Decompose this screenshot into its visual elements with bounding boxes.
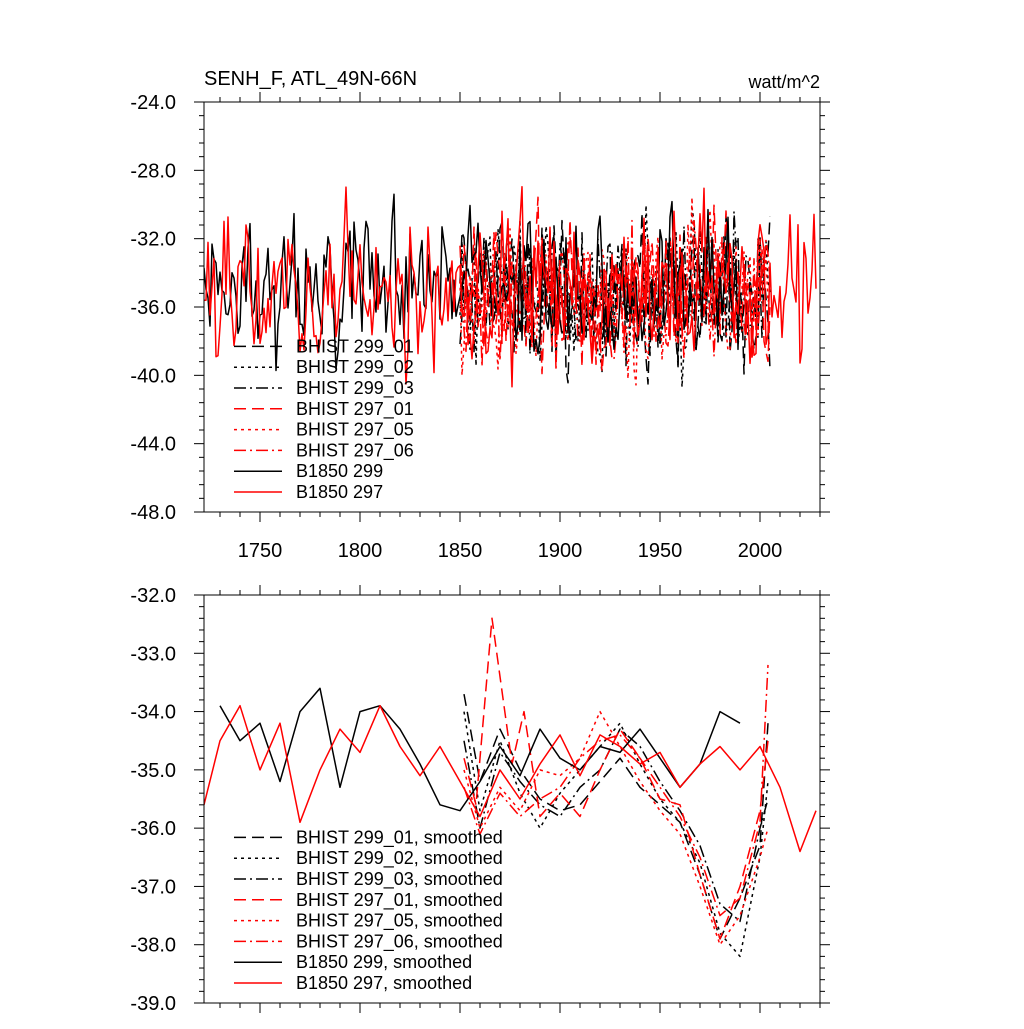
legend-label: BHIST 299_03 [296,378,414,399]
y-tick-label: -38.0 [130,935,176,957]
y-tick-label: -34.0 [130,702,176,724]
series-line-1 [463,693,769,940]
legend-label: B1850 297 [296,482,383,502]
series-line-7 [204,193,741,372]
x-tick-label: 1900 [538,540,583,562]
y-tick-label: -32.0 [130,585,176,607]
x-axis: 1750 1800 1850 1900 1950 2000 [219,92,821,562]
y-tick-label: -36.0 [130,297,176,319]
series-line-5 [459,196,771,386]
y-tick-label: -44.0 [130,434,176,456]
legend-label: B1850 299 [296,461,383,481]
y-tick-label: -35.0 [130,760,176,782]
y-tick-label: -40.0 [130,365,176,387]
y-tick-label: -32.0 [130,229,176,251]
plot-frame [203,594,821,1004]
y-tick-label: -37.0 [130,876,176,898]
series-line-2 [463,711,769,958]
panel-top: 1750 1800 1850 1900 1950 2000-24.0-28.0-32.0-… [130,92,830,562]
plot-area [204,617,817,958]
y-tick-label: -48.0 [130,502,176,524]
series-line-8 [204,185,817,388]
x-tick-label: 1800 [338,540,383,562]
legend-label: BHIST 297_01, smoothed [296,890,503,911]
series-line-7 [219,687,741,812]
legend-label: B1850 299, smoothed [296,952,472,972]
legend-label: BHIST 297_05, smoothed [296,911,503,932]
legend-label: BHIST 297_06 [296,440,414,461]
x-axis [219,585,821,1013]
chart-title: SENH_F, ATL_49N-66N [204,68,417,90]
series-line-3 [463,728,769,923]
y-tick-label: -33.0 [130,643,176,665]
series-line-4 [463,617,769,940]
legend-label: B1850 297, smoothed [296,973,472,993]
y-tick-label: -24.0 [130,92,176,114]
plot-area [204,185,817,388]
legend-label: BHIST 299_02 [296,357,414,378]
series-line-6 [463,664,769,917]
x-tick-label: 1950 [638,540,683,562]
x-tick-label: 1850 [438,540,483,562]
y-tick-label: -36.0 [130,818,176,840]
units-label: watt/m^2 [748,72,820,92]
y-tick-label: -39.0 [130,993,176,1015]
legend-label: BHIST 299_03, smoothed [296,869,503,890]
y-axis: -24.0 -28.0 -32.0 -36.0 -40.0 -44.0 -48.0 [130,92,830,524]
panel-bottom: -32.0 -33.0 -34.0 -35.0 -36.0 -37.0 -38.0 -39.0… [130,585,830,1015]
legend-label: BHIST 297_01 [296,399,414,420]
legend-label: BHIST 299_01 [296,336,414,357]
legend-label: BHIST 297_06, smoothed [296,931,503,952]
x-tick-label: 2000 [738,540,783,562]
y-tick-label: -28.0 [130,160,176,182]
y-axis: -32.0 -33.0 -34.0 -35.0 -36.0 -37.0 -38.0 -39.0 [130,585,830,1015]
x-tick-label: 1750 [238,540,283,562]
series-line-5 [463,710,769,946]
legend-label: BHIST 299_02, smoothed [296,848,503,869]
series-line-8 [204,704,817,853]
legend-label: BHIST 299_01, smoothed [296,827,503,848]
legend-label: BHIST 297_05 [296,420,414,441]
